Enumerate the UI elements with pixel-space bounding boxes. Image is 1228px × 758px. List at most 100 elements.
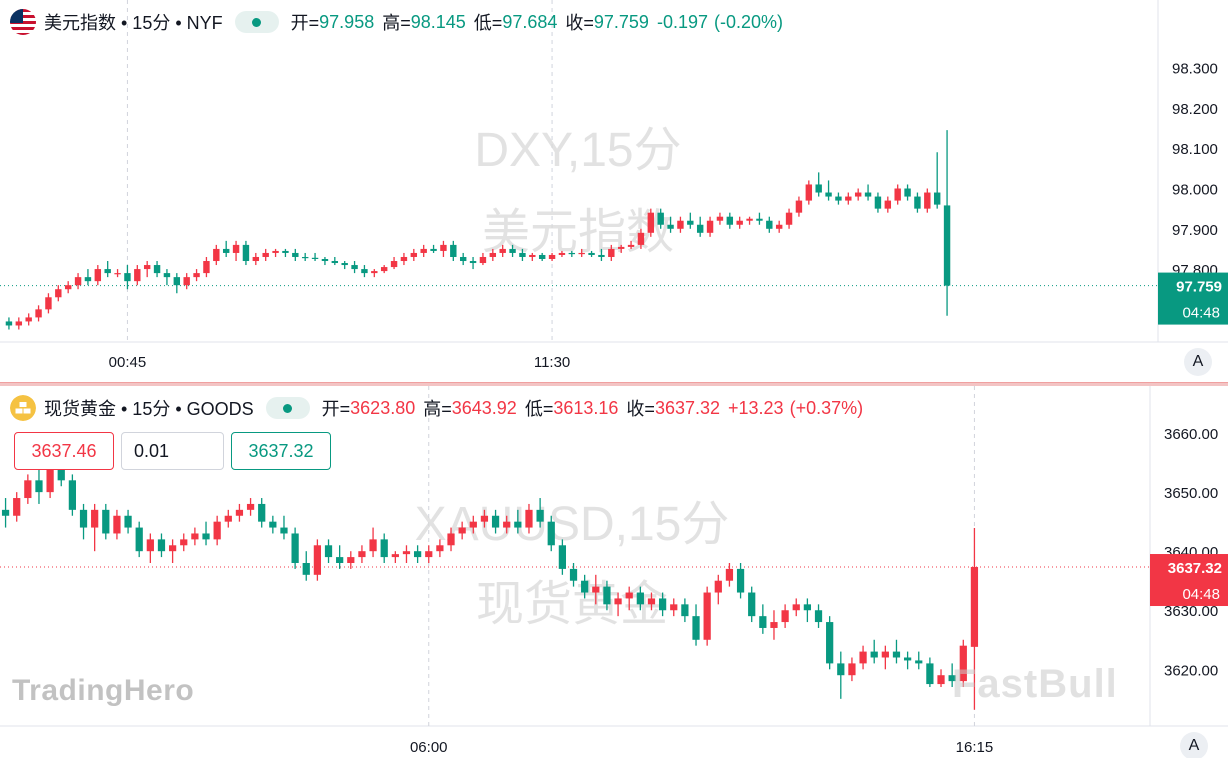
xauusd-chart-pane[interactable]: XAUUSD,15分 现货黄金 3620.00 3630.00 3640.00 365…: [0, 386, 1228, 758]
xauusd-symbol[interactable]: 现货黄金 • 15分 • GOODS: [44, 399, 254, 419]
dxy-candle: [173, 273, 181, 294]
dxy-candle: [924, 188, 931, 213]
dxy-auto-scale-button[interactable]: A: [1184, 348, 1212, 376]
xau-candle: [636, 586, 644, 611]
dxy-candle: [420, 244, 427, 257]
dxy-candle: [795, 196, 803, 217]
xau-candle: [603, 580, 611, 611]
xau-open-label: 开=: [321, 399, 351, 419]
xau-candle: [814, 604, 823, 628]
dxy-candle: [854, 188, 862, 201]
us-flag-icon: [10, 9, 36, 35]
xau-candle: [525, 503, 533, 534]
xau-candle: [803, 598, 812, 623]
tradinghero-watermark: TradingHero: [12, 674, 195, 707]
xau-candle: [402, 545, 411, 563]
xau-candle: [937, 669, 945, 688]
dxy-candle: [736, 216, 743, 229]
dxy-candle: [232, 240, 240, 262]
xau-candle: [202, 521, 210, 546]
dxy-candle: [598, 248, 605, 262]
dxy-symbol[interactable]: 美元指数 • 15分 • NYF: [44, 13, 223, 33]
dxy-candle: [163, 269, 171, 286]
xau-candle: [759, 604, 767, 634]
dxy-candle: [114, 269, 121, 278]
dxy-candle: [272, 248, 279, 257]
xau-low-label: 低=: [524, 399, 554, 419]
xauusd-chart[interactable]: XAUUSD,15分 现货黄金 3620.003630.003640.00365…: [0, 386, 1228, 758]
pane-separator[interactable]: [0, 382, 1228, 386]
xau-candle: [157, 533, 166, 558]
dxy-candle: [499, 244, 506, 257]
dxy-high-value: 98.145: [410, 11, 466, 32]
dxy-candle: [825, 180, 832, 201]
xau-high-label: 高=: [423, 399, 452, 419]
xau-y-tick-label: 3650.00: [1164, 485, 1218, 502]
xau-candle: [581, 574, 589, 599]
dxy-candle: [519, 248, 526, 262]
xau-change-pct: (+0.37%): [789, 397, 864, 418]
dxy-candle: [321, 256, 329, 266]
xau-candle: [413, 545, 422, 563]
sell-price-button[interactable]: 3637.46: [14, 432, 114, 470]
xau-candle: [826, 616, 834, 670]
xau-x-tick-label: 16:15: [956, 739, 994, 756]
xau-close-label: 收=: [626, 399, 655, 419]
xau-candle: [781, 604, 789, 628]
dxy-bar-countdown: 04:48: [1182, 305, 1220, 322]
xau-candle: [258, 498, 266, 528]
dxy-candle: [529, 252, 536, 262]
xau-candle: [35, 468, 43, 504]
dxy-candle: [677, 216, 684, 233]
dxy-last-price-badge: 97.759 04:48: [1158, 272, 1228, 325]
xau-candle: [859, 645, 867, 670]
xau-candle: [79, 503, 88, 540]
xauusd-auto-scale-button[interactable]: A: [1180, 732, 1208, 758]
dxy-close-value: 97.759: [593, 11, 649, 32]
dxy-x-tick-label: 11:30: [534, 354, 570, 371]
dxy-candle: [252, 252, 260, 266]
xauusd-legend: 现货黄金 • 15分 • GOODS 开= 3623.80 高= 3643.92…: [10, 395, 864, 421]
xau-candle: [503, 515, 511, 534]
dxy-last-price-value: 97.759: [1176, 279, 1222, 296]
visibility-toggle-icon[interactable]: [234, 11, 279, 33]
xau-candle: [903, 651, 912, 670]
quantity-input[interactable]: 0.01: [121, 432, 224, 470]
dxy-candle: [94, 265, 102, 286]
xau-candle: [915, 651, 923, 670]
xau-candle: [302, 551, 310, 581]
dxy-candle: [943, 130, 951, 316]
xau-y-tick-label: 3660.00: [1164, 426, 1218, 443]
xau-candle: [770, 610, 778, 640]
dxy-candle: [509, 244, 516, 257]
dxy-candle: [558, 250, 566, 257]
dxy-candle: [262, 248, 269, 262]
xau-candle: [13, 492, 21, 522]
dxy-candle: [64, 281, 72, 294]
xau-y-tick-label: 3630.00: [1164, 603, 1218, 620]
dxy-y-tick-label: 97.900: [1172, 222, 1218, 239]
dxy-candle: [608, 244, 615, 262]
xau-candle: [336, 545, 344, 569]
dxy-chart-pane[interactable]: DXY,15分 美元指数 97.800 97.900 98.000 98.100 98.…: [0, 0, 1228, 382]
dxy-candle: [104, 261, 111, 278]
xau-candle: [514, 509, 522, 534]
dxy-candle: [706, 216, 714, 237]
dxy-candle: [696, 216, 704, 237]
buy-price-button[interactable]: 3637.32: [231, 432, 331, 470]
xau-candle: [892, 639, 901, 664]
dxy-chart[interactable]: DXY,15分 美元指数 97.80097.90098.00098.10098.…: [0, 0, 1228, 382]
dxy-change: -0.197: [656, 11, 708, 32]
dxy-candle: [371, 269, 378, 278]
dxy-candle: [914, 192, 921, 213]
dxy-candle: [637, 228, 645, 249]
visibility-toggle-icon[interactable]: [265, 397, 310, 419]
dxy-candle: [35, 305, 42, 322]
dxy-candle: [143, 261, 151, 278]
dxy-candle: [341, 261, 348, 270]
dxy-candle: [450, 240, 457, 262]
xau-open-value: 3623.80: [350, 397, 416, 418]
xau-candle: [191, 527, 199, 546]
xau-candle: [658, 592, 667, 617]
xau-candle: [313, 539, 322, 581]
